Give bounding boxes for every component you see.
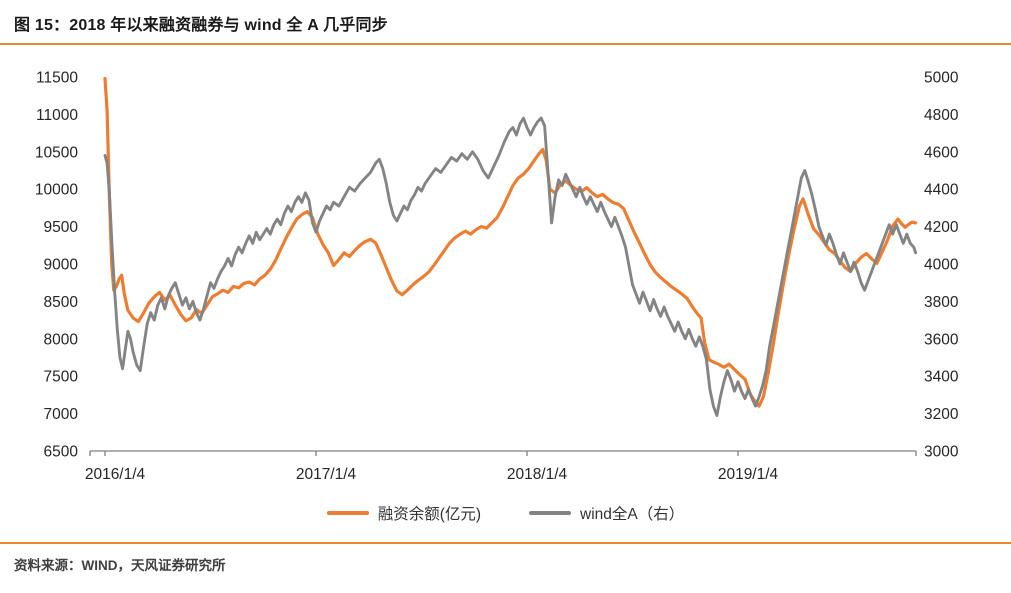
y-axis-right-tick-label: 4800	[924, 107, 959, 124]
y-axis-right-labels: 3000 3200 3400 3600 3800 4000 4200 4400 4600 4800…	[924, 70, 959, 461]
y-axis-left-tick-label: 8500	[44, 294, 79, 311]
x-axis-tick-label: 2017/1/4	[296, 466, 357, 483]
x-axis-tick-label: 2019/1/4	[718, 466, 779, 483]
wind-all-a-line	[103, 116, 918, 417]
figure-header: 图 15：2018 年以来融资融券与 wind 全 A 几乎同步	[0, 0, 1011, 35]
legend-item-margin-balance: 融资余额(亿元)	[326, 502, 482, 524]
y-axis-left-labels: 6500 7000 7500 8000 8500 9000 9500 10000 10500 11…	[35, 70, 78, 461]
y-axis-right-tick-label: 4000	[924, 257, 959, 274]
x-axis: 2016/1/4 2017/1/4 2018/1/4 2019/1/4	[85, 450, 917, 483]
x-axis-tick-label: 2018/1/4	[507, 466, 568, 483]
y-axis-right-tick-label: 4200	[924, 219, 959, 236]
y-axis-left-tick-label: 10000	[35, 182, 78, 199]
chart-legend: 融资余额(亿元) wind全A（右）	[0, 500, 1011, 526]
y-axis-right-tick-label: 5000	[924, 70, 959, 87]
figure-title: 图 15：2018 年以来融资融券与 wind 全 A 几乎同步	[14, 17, 388, 34]
x-axis-tick-label: 2016/1/4	[85, 466, 146, 483]
y-axis-left-tick-label: 8000	[44, 331, 79, 348]
legend-label-wind-all-a: wind全A（右）	[580, 506, 685, 523]
legend-line-swatch-orange	[326, 511, 369, 515]
margin-balance-line	[103, 76, 918, 408]
y-axis-right-tick-label: 3800	[924, 294, 959, 311]
legend-line-swatch-gray	[529, 511, 572, 515]
legend-item-wind-all-a: wind全A（右）	[529, 502, 684, 524]
legend-label-margin-balance: 融资余额(亿元)	[377, 506, 482, 523]
dual-axis-line-chart: 6500 7000 7500 8000 8500 9000 9500 10000 10500 11…	[35, 70, 959, 484]
y-axis-right-tick-label: 3000	[924, 444, 959, 461]
y-axis-right-tick-label: 4400	[924, 182, 959, 199]
footer-divider	[0, 542, 1011, 544]
y-axis-left-tick-label: 11500	[36, 70, 78, 87]
y-axis-right-tick-label: 4600	[924, 144, 959, 161]
y-axis-right-tick-label: 3200	[924, 406, 959, 423]
chart-area: 6500 7000 7500 8000 8500 9000 9500 10000 10500 11…	[0, 45, 1011, 526]
y-axis-left-tick-label: 9000	[44, 257, 79, 274]
y-axis-left-tick-label: 7500	[44, 369, 79, 386]
y-axis-right-tick-label: 3400	[924, 369, 959, 386]
y-axis-right-tick-label: 3600	[924, 331, 959, 348]
y-axis-left-tick-label: 7000	[44, 406, 79, 423]
y-axis-left-tick-label: 11000	[36, 107, 78, 124]
y-axis-left-tick-label: 10500	[35, 144, 78, 161]
source-text: 资料来源：WIND，天风证券研究所	[14, 558, 226, 573]
y-axis-left-tick-label: 9500	[44, 219, 79, 236]
title-divider	[0, 43, 1011, 45]
y-axis-left-tick-label: 6500	[44, 444, 79, 461]
